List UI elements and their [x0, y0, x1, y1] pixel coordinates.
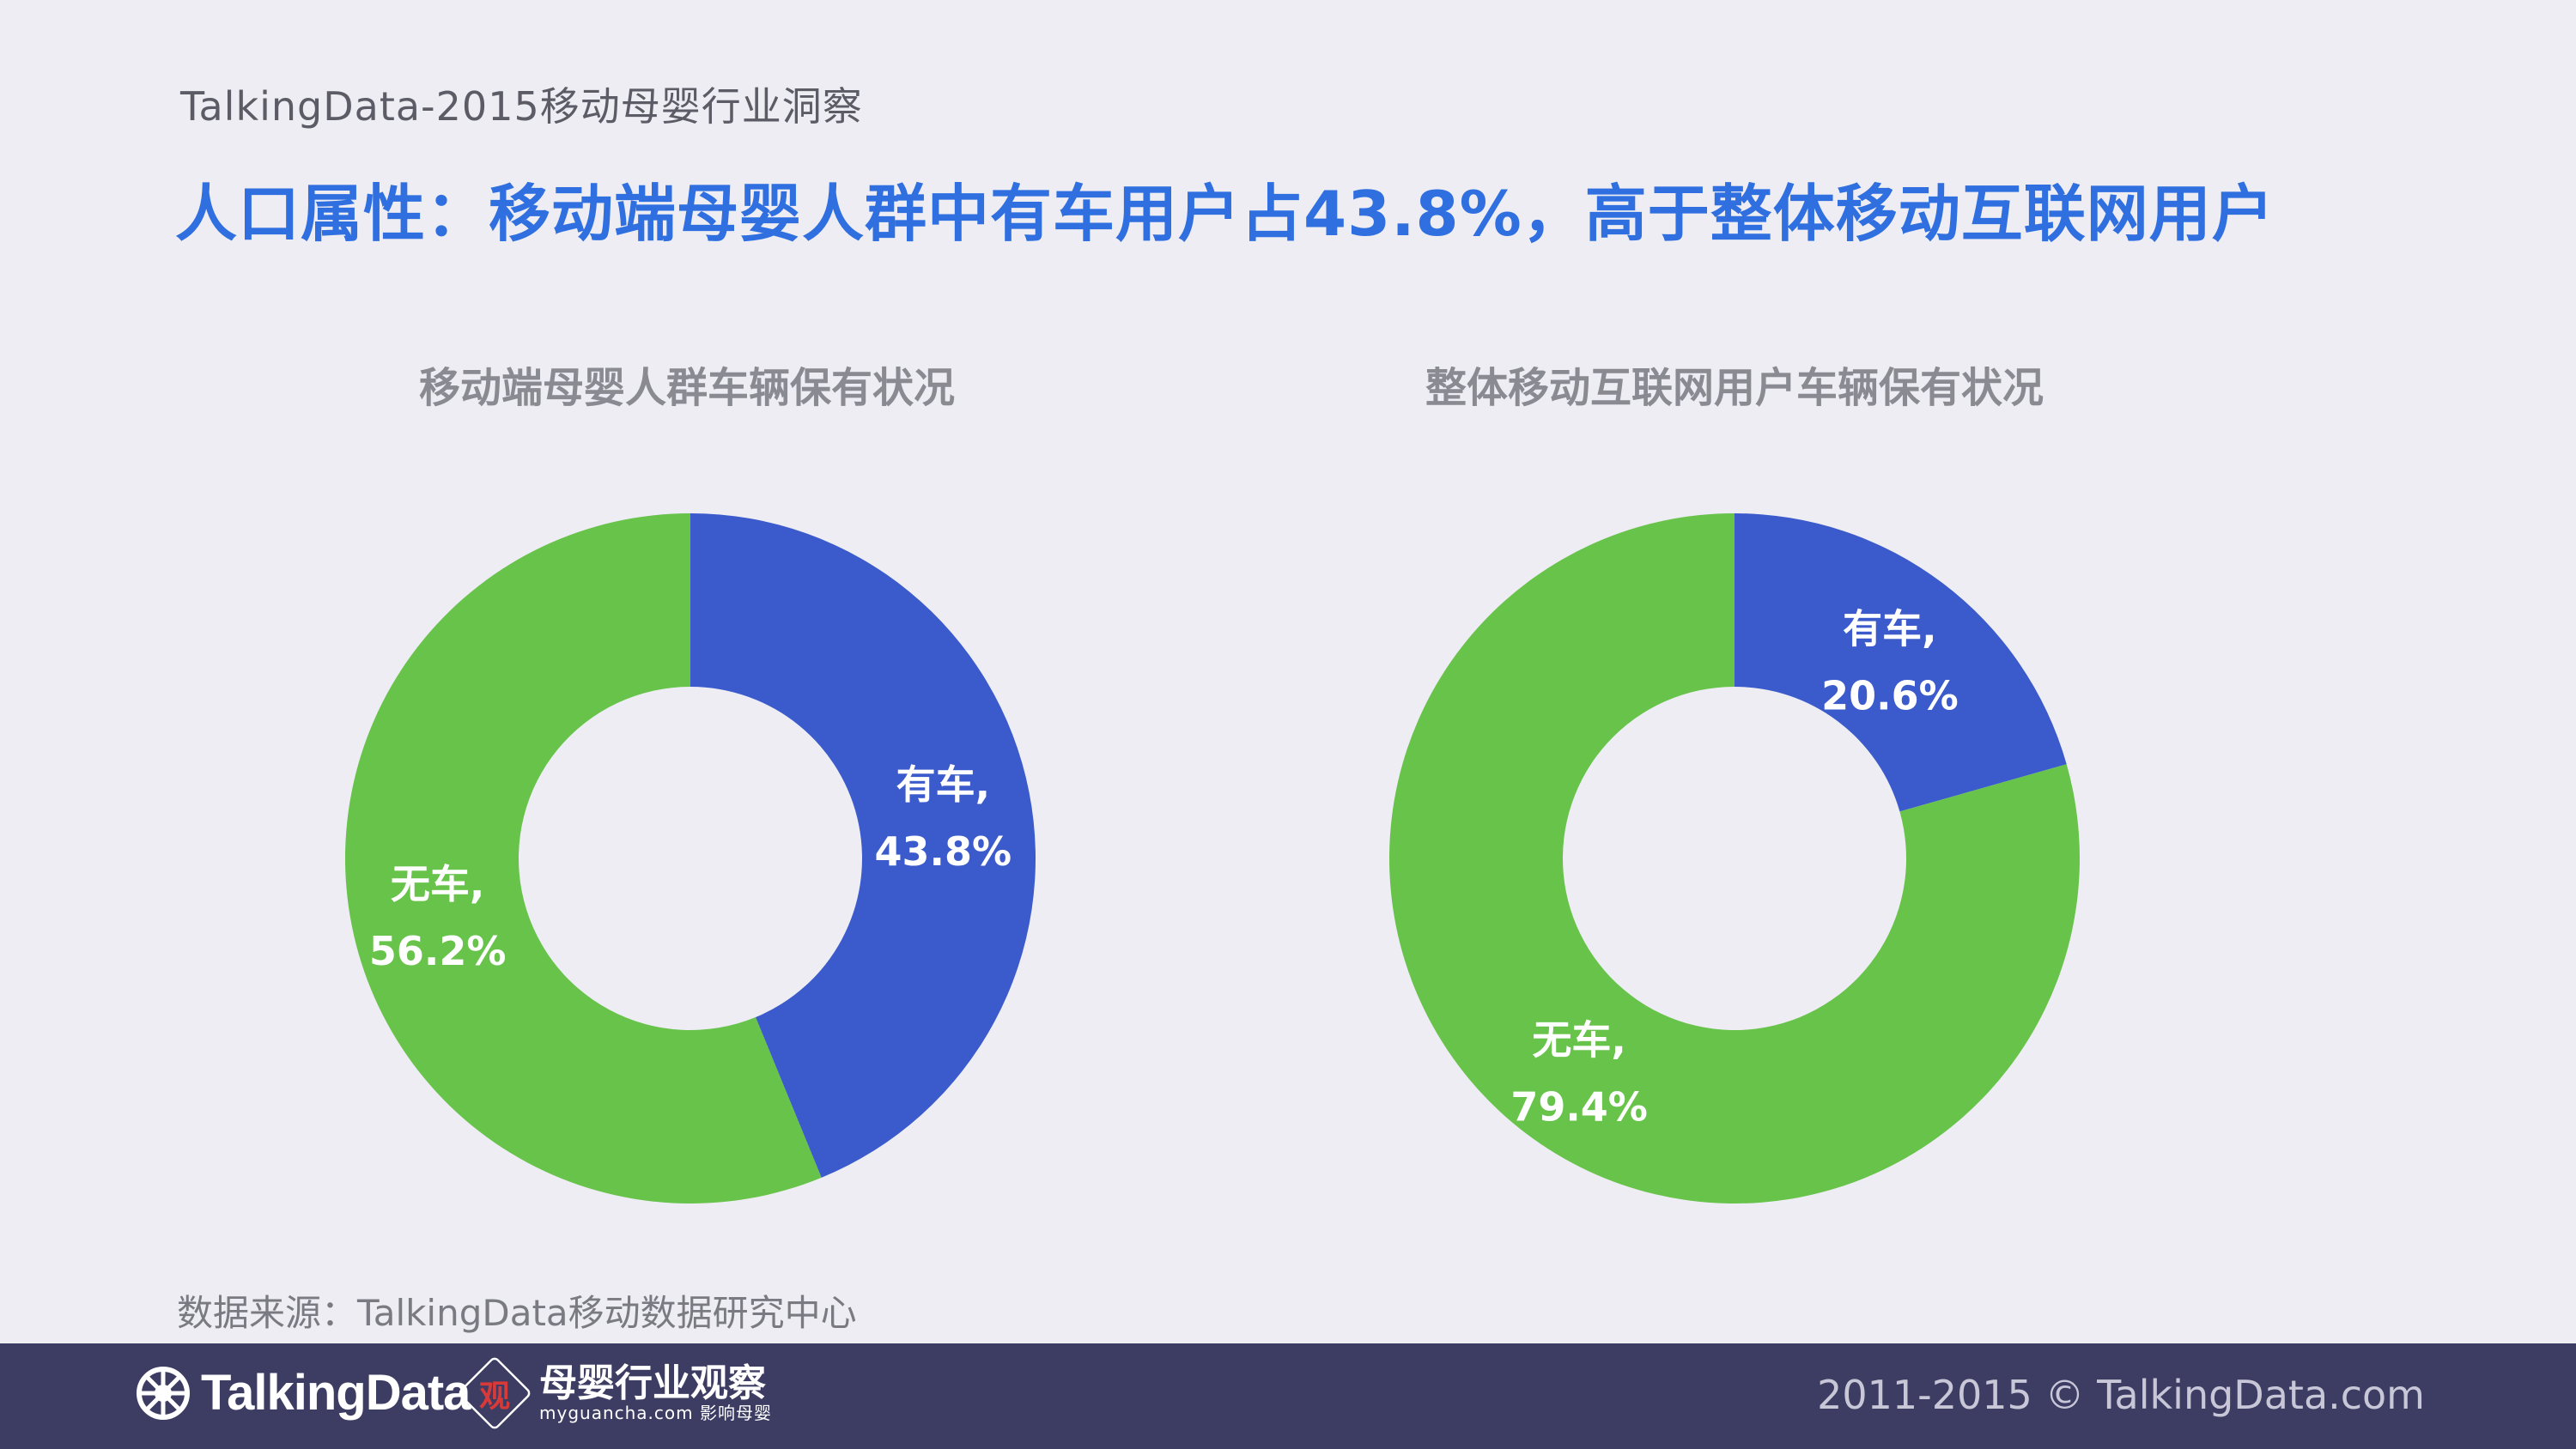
slice-label-category: 无车,: [1532, 1016, 1625, 1063]
source-note: 数据来源：TalkingData移动数据研究中心: [177, 1292, 857, 1334]
talkingdata-logo: TalkingData: [136, 1364, 471, 1422]
donut-slice-has-car: [690, 513, 1036, 1178]
page-title: 人口属性：移动端母婴人群中有车用户占43.8%，高于整体移动互联网用户: [175, 178, 2275, 250]
footer-bar: TalkingData 观 母婴行业观察 myguancha.com 影响母婴 …: [0, 1343, 2576, 1449]
page-header: TalkingData-2015移动母婴行业洞察: [180, 83, 863, 130]
copyright-text: 2011-2015 © TalkingData.com: [1817, 1372, 2425, 1418]
slice-label-category: 有车,: [1843, 606, 1936, 652]
donut-chart-overall: 有车, 20.6% 无车, 79.4%: [1389, 513, 2080, 1203]
chart-title-mother-baby: 移动端母婴人群车辆保有状况: [418, 364, 955, 412]
chart-title-overall: 整体移动互联网用户车辆保有状况: [1425, 364, 2044, 412]
donut-slice-has-car: [1735, 513, 2067, 812]
talkingdata-logo-icon: [137, 1366, 190, 1420]
partner-subtitle: myguancha.com 影响母婴: [539, 1402, 772, 1423]
donut-chart-mother-baby: 有车, 43.8% 无车, 56.2%: [345, 513, 1036, 1203]
partner-text: 母婴行业观察 myguancha.com 影响母婴: [539, 1364, 772, 1422]
slice-label-no-car: 无车, 56.2%: [369, 861, 507, 974]
partner-logo: 观 母婴行业观察 myguancha.com 影响母婴: [456, 1355, 772, 1432]
partner-badge-char: 观: [478, 1378, 511, 1415]
slice-label-value: 20.6%: [1821, 673, 1959, 719]
slice-label-has-car: 有车, 20.6%: [1821, 606, 1959, 719]
slice-label-value: 43.8%: [875, 828, 1012, 875]
slice-label-category: 无车,: [391, 861, 484, 907]
slice-label-no-car: 无车, 79.4%: [1510, 1016, 1648, 1130]
slice-label-value: 79.4%: [1510, 1083, 1648, 1130]
partner-name: 母婴行业观察: [539, 1361, 766, 1406]
slice-label-category: 有车,: [896, 761, 990, 808]
slice-label-has-car: 有车, 43.8%: [875, 761, 1012, 875]
partner-badge-icon: 观: [456, 1355, 533, 1432]
talkingdata-logo-text: TalkingData: [201, 1365, 471, 1421]
donut-slice-no-car: [345, 513, 822, 1203]
donut-slice-no-car: [1389, 513, 2080, 1203]
slice-label-value: 56.2%: [369, 928, 507, 974]
